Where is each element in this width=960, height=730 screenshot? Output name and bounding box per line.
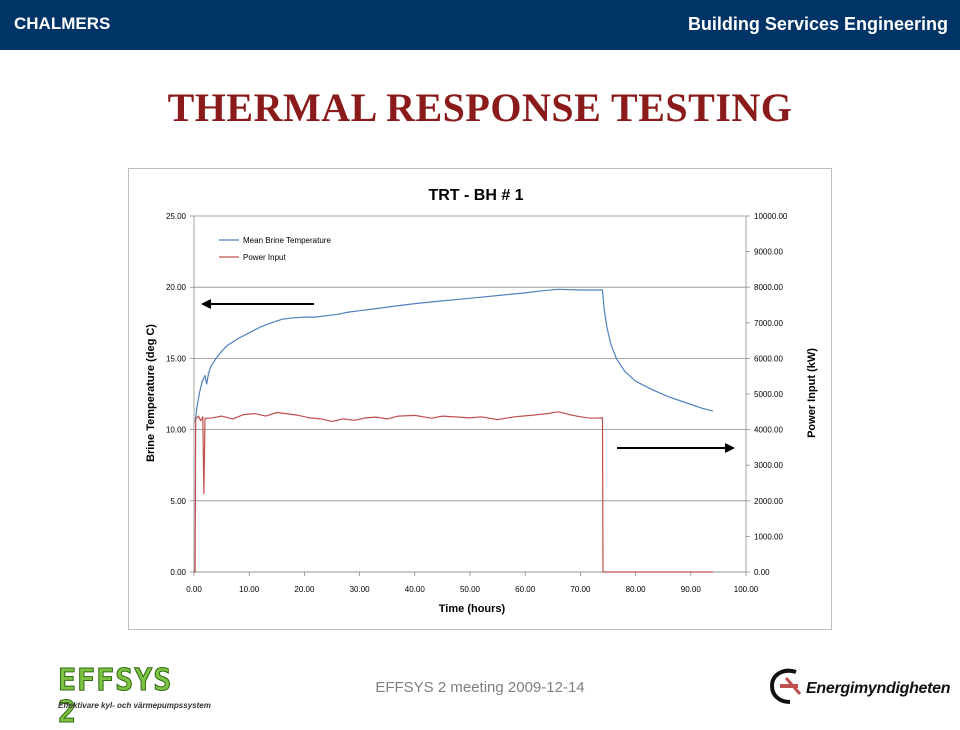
y-right-tick-label: 4000.00 [754, 426, 783, 435]
y-left-tick-label: 15.00 [166, 354, 187, 363]
y-right-tick-label: 2000.00 [754, 497, 783, 506]
header-bar: CHALMERS Building Services Engineering [0, 0, 960, 50]
x-tick-label: 100.00 [734, 585, 759, 594]
annotation-arrows [201, 299, 735, 453]
x-tick-label: 60.00 [515, 585, 536, 594]
y-axis-left-label: Brine Temperature (deg C) [145, 324, 157, 462]
x-tick-label: 80.00 [626, 585, 647, 594]
chart-axes: 0.00 10.00 20.00 30.00 40.00 50.00 60.00 70.00 8… [166, 212, 788, 594]
energimyndigheten-logo-word: Energimyndigheten [806, 680, 951, 697]
y-right-tick-label: 3000.00 [754, 461, 783, 470]
chart-series [194, 288, 714, 573]
legend-label-brine: Mean Brine Temperature [243, 236, 331, 245]
effsys-logo-word: EFFSYS 2 [58, 663, 173, 730]
y-right-tick-label: 10000.00 [754, 212, 788, 221]
y-left-tick-label: 20.00 [166, 283, 187, 292]
x-axis-label: Time (hours) [439, 603, 506, 615]
x-tick-label: 40.00 [405, 585, 426, 594]
series-line-mean-brine-temperature [194, 288, 714, 423]
y-axis-right-label: Power Input (kW) [806, 348, 818, 438]
y-left-tick-label: 10.00 [166, 426, 187, 435]
y-right-tick-label: 6000.00 [754, 354, 783, 363]
energimyndigheten-emblem-icon [769, 668, 802, 704]
y-right-tick-label: 7000.00 [754, 319, 783, 328]
trt-chart: 0.00 10.00 20.00 30.00 40.00 50.00 60.00 70.00 8… [145, 187, 818, 615]
x-tick-label: 0.00 [186, 585, 202, 594]
arrow-right-head [725, 443, 735, 453]
header-institution-label: CHALMERS [14, 14, 111, 33]
y-left-tick-label: 0.00 [170, 568, 186, 577]
y-right-tick-label: 5000.00 [754, 390, 783, 399]
effsys-logo-subtitle: Effektivare kyl- och värmepumpssystem [58, 701, 211, 710]
slide-title: THERMAL RESPONSE TESTING [167, 85, 793, 130]
legend-label-power: Power Input [243, 253, 286, 262]
x-tick-label: 30.00 [350, 585, 371, 594]
x-tick-label: 50.00 [460, 585, 481, 594]
chart-title: TRT - BH # 1 [428, 187, 523, 204]
chart-frame: 0.00 10.00 20.00 30.00 40.00 50.00 60.00 70.00 8… [128, 168, 832, 630]
y-right-tick-label: 9000.00 [754, 248, 783, 257]
effsys-logo: EFFSYS 2 Effektivare kyl- och värmepumps… [58, 664, 211, 729]
chart-legend: Mean Brine Temperature Power Input [219, 236, 331, 262]
arrow-left-head [201, 299, 211, 309]
x-tick-label: 10.00 [239, 585, 260, 594]
x-tick-label: 20.00 [294, 585, 315, 594]
footer-meeting-text: EFFSYS 2 meeting 2009-12-14 [375, 679, 585, 696]
y-left-tick-label: 5.00 [170, 497, 186, 506]
y-right-tick-label: 8000.00 [754, 283, 783, 292]
y-left-tick-label: 25.00 [166, 212, 187, 221]
series-line-power-input [194, 411, 713, 573]
header-department-label: Building Services Engineering [687, 14, 948, 34]
y-right-tick-label: 0.00 [754, 568, 770, 577]
y-right-tick-label: 1000.00 [754, 532, 783, 541]
energimyndigheten-logo: Energimyndigheten [766, 664, 951, 708]
x-tick-label: 70.00 [570, 585, 591, 594]
x-tick-label: 90.00 [681, 585, 702, 594]
